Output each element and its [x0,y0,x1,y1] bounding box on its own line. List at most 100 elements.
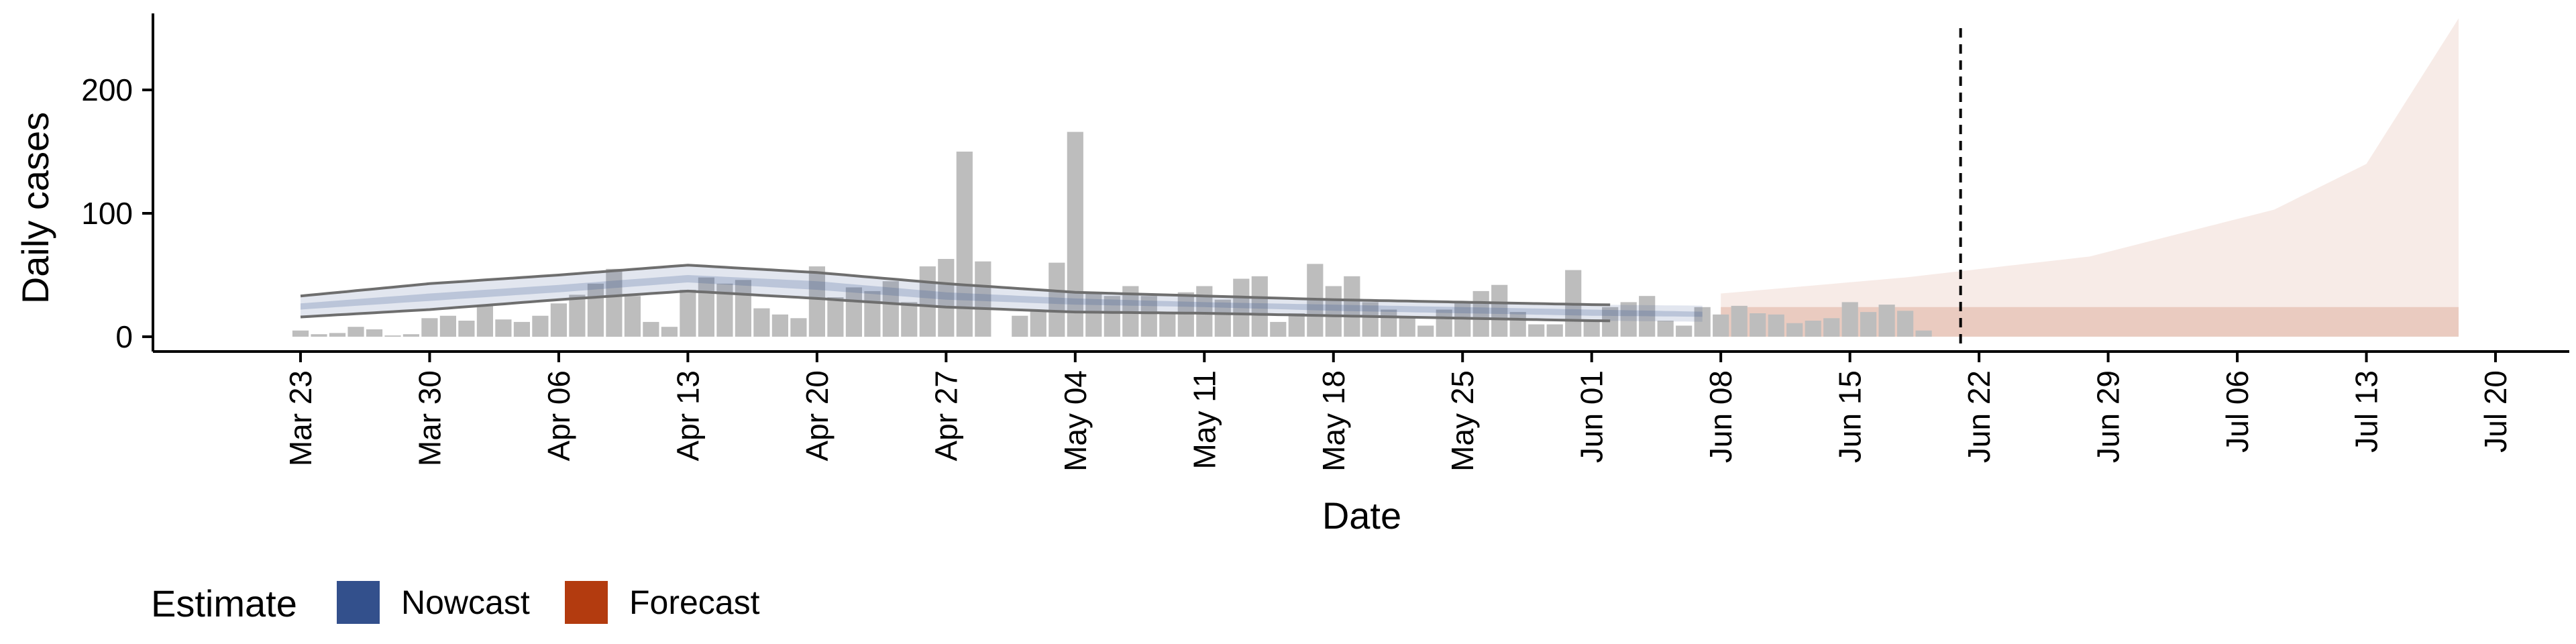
bar [1288,313,1305,337]
bar [1878,305,1895,337]
bar [1713,314,1729,337]
bar [1049,262,1065,337]
bar [975,261,991,337]
legend: Estimate Nowcast Forecast [151,581,760,625]
bar [1159,312,1176,337]
x-tick-label: Jul 06 [2220,370,2255,453]
legend-swatch-nowcast [337,581,380,624]
bar [1491,284,1508,337]
bar [1085,292,1102,337]
bar [439,315,456,337]
bar [1583,321,1600,337]
bar [1399,317,1415,337]
bar [1251,276,1268,337]
bar [1067,131,1083,337]
axes: 0 100 200 Mar 23 Mar 30 Apr 06 Apr 13 Apr 20 Apr… [81,13,2569,472]
bar [901,302,918,337]
x-tick-label: Jun 29 [2091,370,2126,463]
x-tick-label: Jun 15 [1833,370,1868,463]
x-tick-label: Apr 13 [670,370,705,462]
bar [938,259,955,337]
x-tick-label: May 18 [1316,370,1351,472]
bar [1140,296,1157,337]
y-tick-label: 0 [115,319,133,354]
nowcast-inner-band [301,275,1703,317]
bar [1344,276,1360,337]
bar [1768,314,1784,337]
bar [1897,311,1914,337]
bar [476,305,493,337]
x-tick-label: Jun 01 [1574,370,1609,463]
x-tick-label: Mar 30 [412,370,447,466]
bar [292,330,309,337]
bar [698,277,714,337]
x-tick-label: May 25 [1445,370,1480,472]
x-tick-label: Apr 27 [928,370,963,462]
bar [1436,309,1452,337]
nowcast-upper-line [300,264,1611,307]
legend-label-forecast: Forecast [629,584,760,621]
bar [587,283,604,337]
bar [569,294,586,337]
bar [735,280,751,337]
bar [864,290,881,337]
bar [771,314,788,337]
bar [1509,312,1526,337]
x-axis-title: Date [1322,494,1401,537]
bar [1676,325,1693,337]
bar [1731,305,1748,337]
bar [606,268,623,337]
bar [1362,302,1379,337]
bar [550,303,567,337]
bar [1528,324,1545,337]
y-tick-label: 200 [81,72,133,107]
bar [347,327,364,337]
bar [1786,323,1803,337]
bar [1620,302,1637,337]
bar [845,287,862,337]
bar [402,334,419,337]
nowcast-outer-band [301,265,1703,322]
bar [495,319,512,337]
forecast-bands [1721,18,2459,337]
legend-label-nowcast: Nowcast [401,584,530,621]
legend-title: Estimate [151,582,297,625]
x-tick-label: Mar 23 [283,370,318,466]
bar [1177,292,1194,337]
nowcast-bands [300,264,1703,323]
bar [1546,324,1563,337]
bar [1472,290,1489,337]
x-tick-label: Jun 08 [1703,370,1738,463]
bar [1214,299,1231,337]
bar [366,329,383,337]
bar [1233,278,1250,337]
legend-swatch-forecast [565,581,608,624]
x-tick-label: Jul 13 [2349,370,2384,453]
x-tick-label: Apr 20 [800,370,835,462]
bar [1639,296,1656,337]
bar [1270,321,1287,337]
bar [458,321,475,337]
x-tick-label: May 04 [1058,370,1093,472]
bar [790,318,807,337]
bar [1915,330,1932,337]
bar [1823,318,1840,337]
bar [827,297,844,337]
bar [808,266,825,337]
bar [311,334,327,337]
bar [643,321,659,337]
bar [513,321,530,337]
bar [753,308,770,337]
x-tick-label: Apr 06 [541,370,576,462]
bar [1860,312,1877,337]
bar [680,290,696,337]
bar [1841,302,1858,337]
bar [1657,321,1674,337]
bar [661,327,678,337]
bar [421,318,438,337]
bar [1104,296,1120,337]
bar [1012,315,1028,337]
bar [882,281,899,337]
bar [532,315,549,337]
